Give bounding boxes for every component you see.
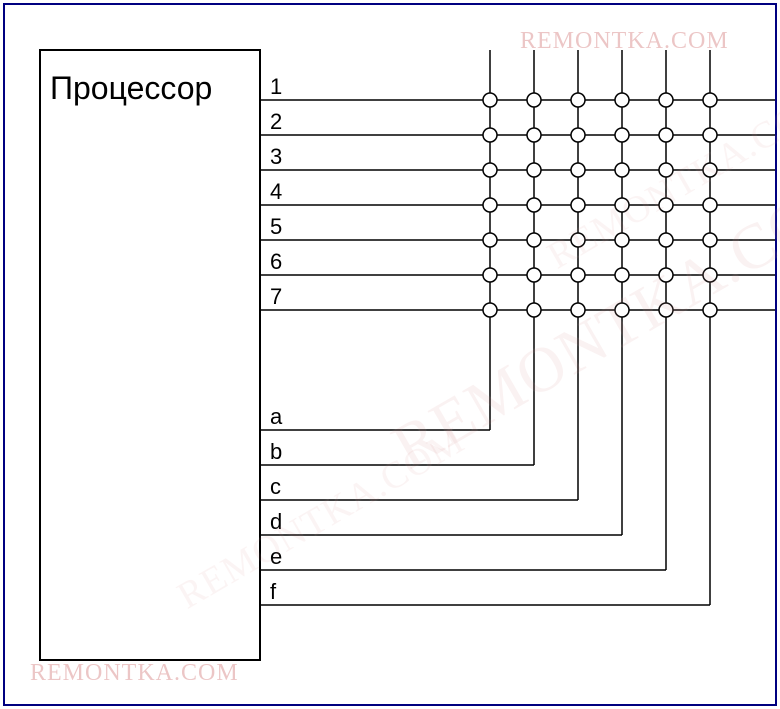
node-5-b xyxy=(527,233,541,247)
node-2-d xyxy=(615,128,629,142)
node-5-e xyxy=(659,233,673,247)
node-4-d xyxy=(615,198,629,212)
processor-box xyxy=(40,50,260,660)
node-2-e xyxy=(659,128,673,142)
node-1-e xyxy=(659,93,673,107)
node-7-c xyxy=(571,303,585,317)
node-4-e xyxy=(659,198,673,212)
node-4-a xyxy=(483,198,497,212)
processor-label: Процессор xyxy=(50,70,212,107)
row-pin-label-5: 5 xyxy=(270,214,282,240)
row-pin-label-7: 7 xyxy=(270,284,282,310)
node-6-d xyxy=(615,268,629,282)
node-6-f xyxy=(703,268,717,282)
node-1-b xyxy=(527,93,541,107)
node-4-f xyxy=(703,198,717,212)
row-pin-label-1: 1 xyxy=(270,74,282,100)
node-5-d xyxy=(615,233,629,247)
row-pin-label-3: 3 xyxy=(270,144,282,170)
node-4-b xyxy=(527,198,541,212)
node-3-c xyxy=(571,163,585,177)
node-7-b xyxy=(527,303,541,317)
col-pin-label-c: c xyxy=(270,474,281,500)
row-pin-label-2: 2 xyxy=(270,109,282,135)
row-pin-label-4: 4 xyxy=(270,179,282,205)
node-6-b xyxy=(527,268,541,282)
node-2-f xyxy=(703,128,717,142)
node-6-c xyxy=(571,268,585,282)
node-3-b xyxy=(527,163,541,177)
node-5-c xyxy=(571,233,585,247)
node-1-d xyxy=(615,93,629,107)
node-7-e xyxy=(659,303,673,317)
col-pin-label-d: d xyxy=(270,509,282,535)
node-1-c xyxy=(571,93,585,107)
col-pin-label-f: f xyxy=(270,579,276,605)
row-pin-label-6: 6 xyxy=(270,249,282,275)
col-pin-label-e: e xyxy=(270,544,282,570)
node-7-d xyxy=(615,303,629,317)
col-pin-label-b: b xyxy=(270,439,282,465)
node-6-a xyxy=(483,268,497,282)
node-3-f xyxy=(703,163,717,177)
node-7-f xyxy=(703,303,717,317)
node-2-b xyxy=(527,128,541,142)
node-2-c xyxy=(571,128,585,142)
node-3-a xyxy=(483,163,497,177)
node-1-f xyxy=(703,93,717,107)
node-1-a xyxy=(483,93,497,107)
node-7-a xyxy=(483,303,497,317)
node-5-a xyxy=(483,233,497,247)
node-4-c xyxy=(571,198,585,212)
node-3-d xyxy=(615,163,629,177)
node-2-a xyxy=(483,128,497,142)
node-5-f xyxy=(703,233,717,247)
node-6-e xyxy=(659,268,673,282)
col-pin-label-a: a xyxy=(270,404,282,430)
node-3-e xyxy=(659,163,673,177)
